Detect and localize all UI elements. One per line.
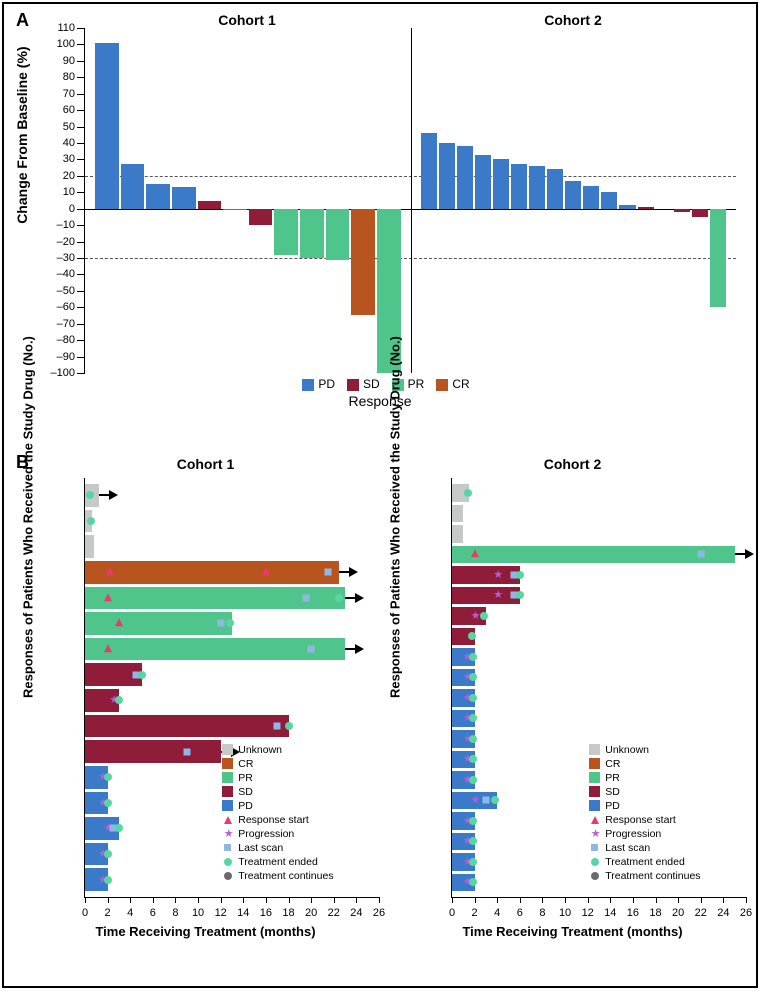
swimmer-row xyxy=(85,715,379,738)
bar xyxy=(583,186,599,209)
panel-b-cohort1-title: Cohort 1 xyxy=(32,456,379,472)
panel-b-cohort1: Cohort 1 Responses of Patients Who Recei… xyxy=(32,456,379,939)
bar xyxy=(692,209,708,217)
figure-container: A Cohort 1 Cohort 2 Change From Baseline… xyxy=(2,2,758,988)
bar xyxy=(601,192,617,208)
bar xyxy=(565,181,581,209)
bar xyxy=(223,209,247,211)
bar xyxy=(710,209,726,308)
swimmer-row xyxy=(452,546,746,564)
panel-b-cohort2: Cohort 2 Responses of Patients Who Recei… xyxy=(399,456,746,939)
panel-a-x-title: Response xyxy=(14,393,746,409)
bar xyxy=(457,146,473,208)
swimmer-row: ★ xyxy=(452,607,746,625)
bar xyxy=(439,143,455,209)
bar xyxy=(300,209,324,258)
swimmer-row xyxy=(452,484,746,502)
swimmer-row xyxy=(452,525,746,543)
swimmer-row xyxy=(452,628,746,646)
swimmer-row: ★ xyxy=(452,710,746,728)
bar xyxy=(95,43,119,209)
swimmer-row: ★ xyxy=(452,648,746,666)
panel-b-cohort2-title: Cohort 2 xyxy=(399,456,746,472)
swimmer-row xyxy=(85,510,379,533)
panel-a-y-title: Change From Baseline (%) xyxy=(14,46,30,223)
panel-b-legend: UnknownCRPRSDPDResponse start★Progressio… xyxy=(587,741,702,885)
bar xyxy=(146,184,170,209)
panel-b-legend: UnknownCRPRSDPDResponse start★Progressio… xyxy=(220,741,335,885)
swimmer-row xyxy=(85,612,379,635)
panel-b: B Cohort 1 Responses of Patients Who Rec… xyxy=(14,456,746,976)
bar xyxy=(674,209,690,212)
bar xyxy=(421,133,437,209)
panel-a-cohort2-title: Cohort 2 xyxy=(410,12,736,28)
panel-a: A Cohort 1 Cohort 2 Change From Baseline… xyxy=(14,12,746,442)
bar xyxy=(638,207,654,209)
panel-b-plot-2: 02468101214161820222426★★★★★★★★★★★★★★★Un… xyxy=(451,478,746,898)
bar xyxy=(121,164,145,208)
bar xyxy=(172,187,196,208)
swimmer-row xyxy=(85,663,379,686)
bar xyxy=(475,155,491,209)
swimmer-row xyxy=(85,587,379,610)
bar xyxy=(511,164,527,208)
swimmer-row: ★ xyxy=(452,689,746,707)
panel-a-cohort1-title: Cohort 1 xyxy=(84,12,410,28)
bar xyxy=(547,169,563,208)
swimmer-row xyxy=(452,505,746,523)
bar xyxy=(351,209,375,316)
panel-b-plot-1: 02468101214161820222426★★★★★★UnknownCRPR… xyxy=(84,478,379,898)
swimmer-row: ★ xyxy=(452,566,746,584)
panel-a-legend: PDSDPRCR xyxy=(14,377,746,391)
panel-a-plot: –100–90–80–70–60–50–40–30–20–10010203040… xyxy=(84,28,736,373)
bar xyxy=(493,159,509,208)
swimmer-row: ★ xyxy=(452,587,746,605)
panel-b-x-title-2: Time Receiving Treatment (months) xyxy=(399,924,746,939)
swimmer-row: ★ xyxy=(452,669,746,687)
swimmer-row xyxy=(85,561,379,584)
bar xyxy=(249,209,273,225)
swimmer-row: ★ xyxy=(85,689,379,712)
bar xyxy=(619,205,635,208)
panel-a-label: A xyxy=(16,10,29,31)
bar xyxy=(529,166,545,209)
bar xyxy=(274,209,298,255)
bar xyxy=(198,201,222,209)
swimmer-row xyxy=(85,638,379,661)
panel-b-x-title-1: Time Receiving Treatment (months) xyxy=(32,924,379,939)
swimmer-row xyxy=(85,535,379,558)
swimmer-row xyxy=(85,484,379,507)
bar xyxy=(326,209,350,260)
